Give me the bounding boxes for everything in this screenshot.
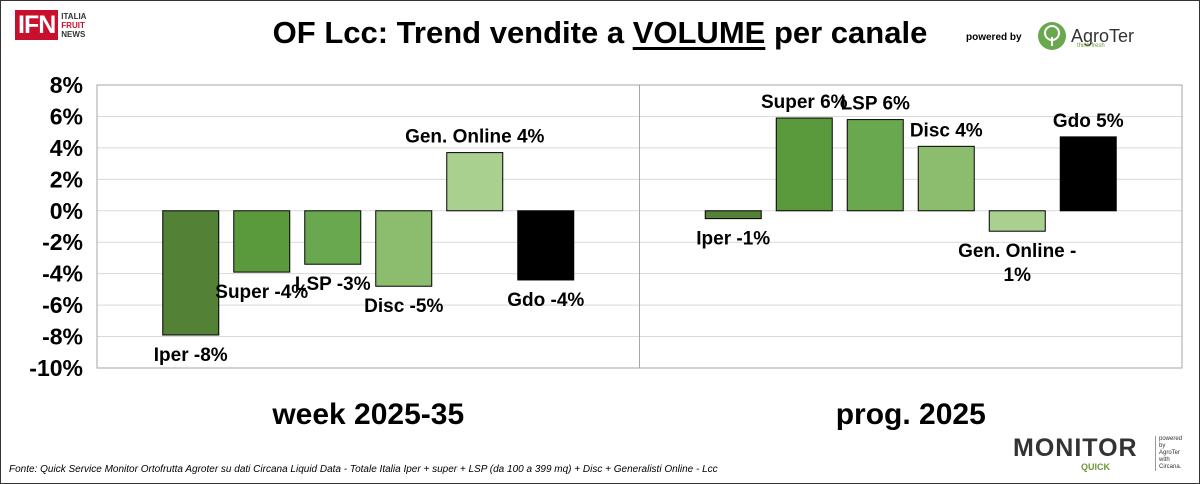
chart-title-prefix: OF Lcc: Trend vendite a [272,15,633,50]
data-label: Gdo -4% [507,290,584,311]
data-label: Gen. Online 4% [405,127,544,148]
y-tick-label: -6% [42,292,83,318]
bar-chart: 8% 6% 4% 2% 0% -2% -4% -6% -8% -10% Iper -8% Super … [29,72,1183,431]
y-tick-label: 4% [50,135,83,161]
bar [846,119,904,212]
agroter-logo-tag: think fresh [1077,43,1105,49]
y-tick-label: -8% [42,324,83,350]
ifn-logo-text: ITALIA FRUIT NEWS [61,12,86,39]
data-label-line: Gen. Online - [958,241,1076,262]
bar [704,210,762,220]
data-label-line: LSP 6% [841,94,910,115]
ifn-logo-line1: ITALIA [61,11,87,21]
data-label-line: Disc 4% [910,120,983,141]
agroter-tree-icon [1038,22,1066,50]
data-label-line: Gdo -4% [507,290,584,311]
agroter-logo: AgroTer think fresh [1037,21,1134,51]
y-tick-label: -10% [29,355,83,381]
monitor-side-line3: with [1159,457,1170,463]
data-label: Disc 4% [910,120,983,141]
chart-title-underlined: VOLUME [632,15,766,50]
bar [304,210,362,265]
data-label: Iper -1% [696,229,770,250]
bar [233,210,291,273]
bar [517,210,575,281]
powered-by-label: powered by [966,32,1022,43]
data-label-line: Iper -1% [696,229,770,250]
y-tick-label: 8% [50,72,83,98]
bar [988,210,1046,232]
y-tick-label: -4% [42,261,83,287]
data-label: Disc -5% [364,296,443,317]
data-label-line: Super -4% [215,282,308,303]
agroter-logo-name: AgroTer [1071,25,1135,46]
data-label-line: Super 6% [761,92,848,113]
ifn-logo-line3: NEWS [61,29,86,39]
data-label: Super -4% [215,282,308,303]
bar [375,210,433,287]
data-label-line: Disc -5% [364,296,443,317]
monitor-logo-text: MONITOR [1013,434,1138,462]
monitor-side-line1: powered by [1159,436,1183,449]
y-tick-label: -2% [42,229,83,255]
chart-title-suffix: per canale [765,15,928,50]
group-label: week 2025-35 [271,398,464,431]
y-tick-label: 0% [50,198,83,224]
data-label: Super 6% [761,92,848,113]
monitor-side-line4: Circana. [1159,464,1182,470]
data-label-line: Gen. Online 4% [405,127,544,148]
data-label: LSP -3% [295,274,371,295]
monitor-side-line2: AgroTer [1159,450,1181,456]
data-label-line: LSP -3% [295,274,371,295]
monitor-logo-quick: QUICK [1081,462,1110,472]
bar [162,210,220,336]
y-tick-label: 6% [50,103,83,129]
data-label-line: 1% [1004,265,1032,286]
data-label: Gen. Online - 1% [958,241,1076,286]
data-label: Gdo 5% [1053,111,1124,132]
monitor-quick-logo: MONITOR QUICK powered by AgroTer with Ci… [1013,434,1182,472]
ifn-logo: IFN ITALIA FRUIT NEWS [15,10,86,40]
data-label: LSP 6% [841,94,910,115]
data-label-line: Iper -8% [154,345,228,366]
monitor-logo-side: powered by AgroTer with Circana. [1155,436,1182,471]
data-label: Iper -8% [154,345,228,366]
bar [446,152,504,212]
bar [775,117,833,212]
bar [1059,136,1117,212]
source-footnote: Fonte: Quick Service Monitor Ortofrutta … [9,464,718,475]
bar [917,145,975,212]
data-label-line: Gdo 5% [1053,111,1124,132]
group-label: prog. 2025 [836,398,986,431]
y-tick-label: 2% [50,166,83,192]
ifn-logo-line2: FRUIT [61,20,85,30]
ifn-logo-mark: IFN [15,10,59,40]
chart-title: OF Lcc: Trend vendite a VOLUME per canal… [1,15,1199,51]
